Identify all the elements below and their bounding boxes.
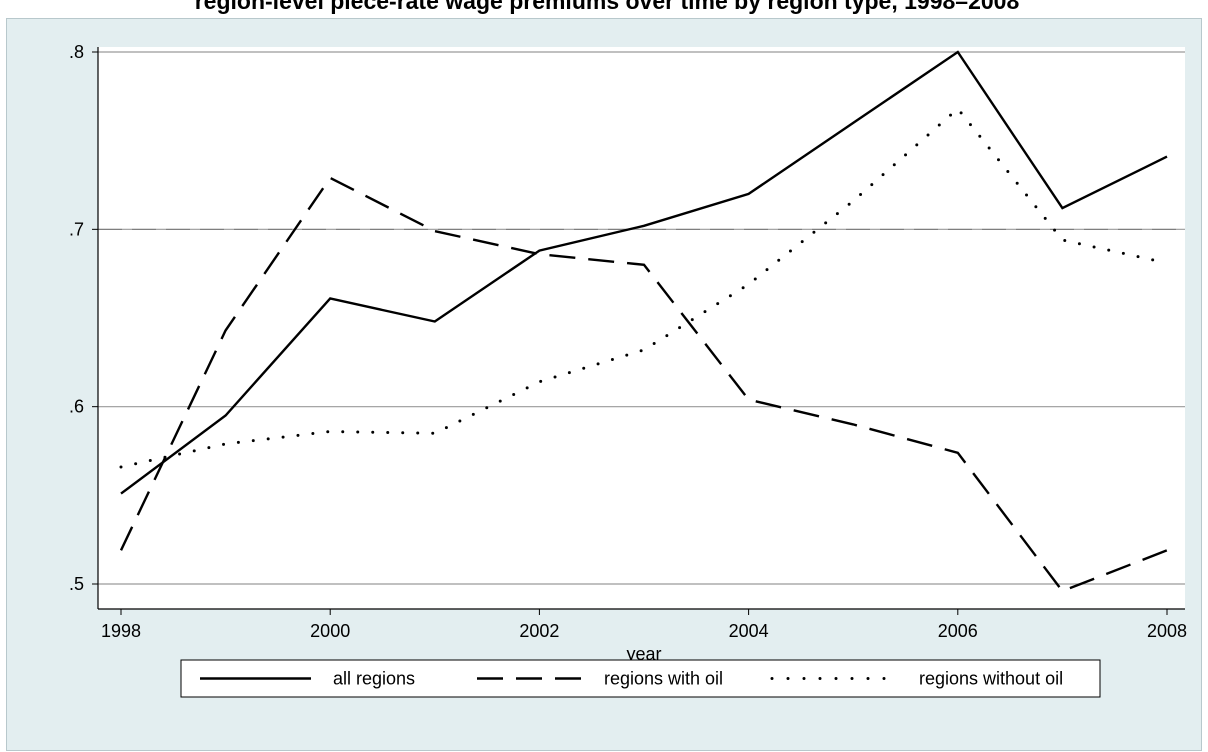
- legend-label: regions with oil: [604, 669, 723, 689]
- y-tick-label: .6: [69, 397, 84, 417]
- legend-items: all regions regions with oil regions witho…: [200, 669, 1063, 689]
- gridlines: [98, 47, 1185, 609]
- x-axis-title: year: [626, 644, 661, 664]
- legend-label: all regions: [333, 669, 415, 689]
- chart-title: region-level piece-rate wage premiums ov…: [194, 0, 1020, 14]
- x-tick-label: 1998: [101, 621, 141, 641]
- legend: all regions regions with oil regions witho…: [180, 659, 1101, 698]
- line-chart: .5 .6 .7 .8 1998 2000 2002 2004 2006 2008 year al…: [69, 42, 1187, 698]
- y-tick-label: .7: [69, 219, 84, 239]
- x-tick-label: 2002: [519, 621, 559, 641]
- tick-labels: .5 .6 .7 .8 1998 2000 2002 2004 2006 2008: [69, 42, 1187, 641]
- axes: [92, 47, 1185, 615]
- x-tick-label: 2004: [729, 621, 769, 641]
- y-tick-label: .8: [69, 42, 84, 62]
- legend-label: regions without oil: [919, 669, 1063, 689]
- legend-box: [180, 659, 1101, 698]
- series-line-solid: [120, 50, 1168, 495]
- x-tick-label: 2008: [1147, 621, 1187, 641]
- x-tick-label: 2006: [938, 621, 978, 641]
- y-tick-label: .5: [69, 574, 84, 594]
- chart-panel: .5 .6 .7 .8 1998 2000 2002 2004 2006 2008 year al…: [6, 18, 1202, 751]
- series-line-dashed: [119, 176, 1168, 593]
- series-lines: [119, 50, 1169, 593]
- x-tick-label: 2000: [310, 621, 350, 641]
- plot-area: [98, 47, 1185, 609]
